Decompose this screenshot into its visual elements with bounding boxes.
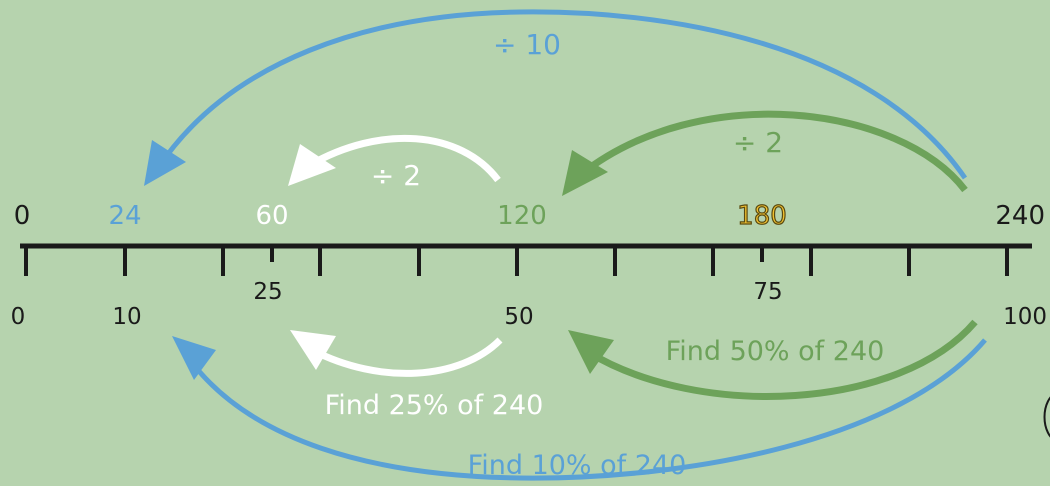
top-label-24: 24 bbox=[108, 201, 141, 231]
divide-by-10-arc bbox=[155, 9, 968, 180]
bottom-label-75: 75 bbox=[753, 279, 782, 305]
green-divide-by-2-arc bbox=[577, 110, 968, 193]
bottom-label-100: 100 bbox=[1003, 304, 1047, 330]
find-10-percent-label: Find 10% of 240 bbox=[468, 450, 687, 481]
bottom-label-0: 0 bbox=[11, 304, 26, 330]
divide-by-10-arrowhead bbox=[144, 140, 186, 186]
top-label-0: 0 bbox=[14, 201, 31, 231]
bottom-label-50: 50 bbox=[504, 304, 533, 330]
green-divide-by-2-arrowhead bbox=[562, 150, 608, 196]
green-find-50-arc bbox=[586, 319, 978, 400]
divide-by-10-label: ÷ 10 bbox=[493, 28, 561, 61]
white-find-25-arrowhead bbox=[290, 330, 336, 370]
bottom-label-25: 25 bbox=[253, 279, 282, 305]
cropped-circle-outline bbox=[1043, 396, 1050, 438]
bottom-label-10: 10 bbox=[112, 304, 141, 330]
find-25-percent-label: Find 25% of 240 bbox=[325, 390, 544, 421]
tick-marks bbox=[24, 246, 1009, 276]
green-divide-by-2-label: ÷ 2 bbox=[733, 126, 783, 159]
white-find-25-arc bbox=[310, 337, 503, 377]
white-divide-by-2-label: ÷ 2 bbox=[371, 159, 421, 192]
top-label-240: 240 bbox=[995, 201, 1045, 231]
white-divide-by-2-arrowhead bbox=[288, 144, 336, 186]
top-label-180: 180 bbox=[737, 201, 787, 231]
blue-find-10-arc bbox=[188, 338, 987, 481]
find-50-percent-label: Find 50% of 240 bbox=[666, 336, 885, 367]
white-divide-by-2-arc bbox=[308, 134, 501, 183]
top-label-120: 120 bbox=[497, 201, 547, 231]
blue-find-10-arrowhead bbox=[172, 336, 216, 380]
top-label-60: 60 bbox=[255, 201, 288, 231]
green-find-50-arrowhead bbox=[568, 330, 614, 374]
